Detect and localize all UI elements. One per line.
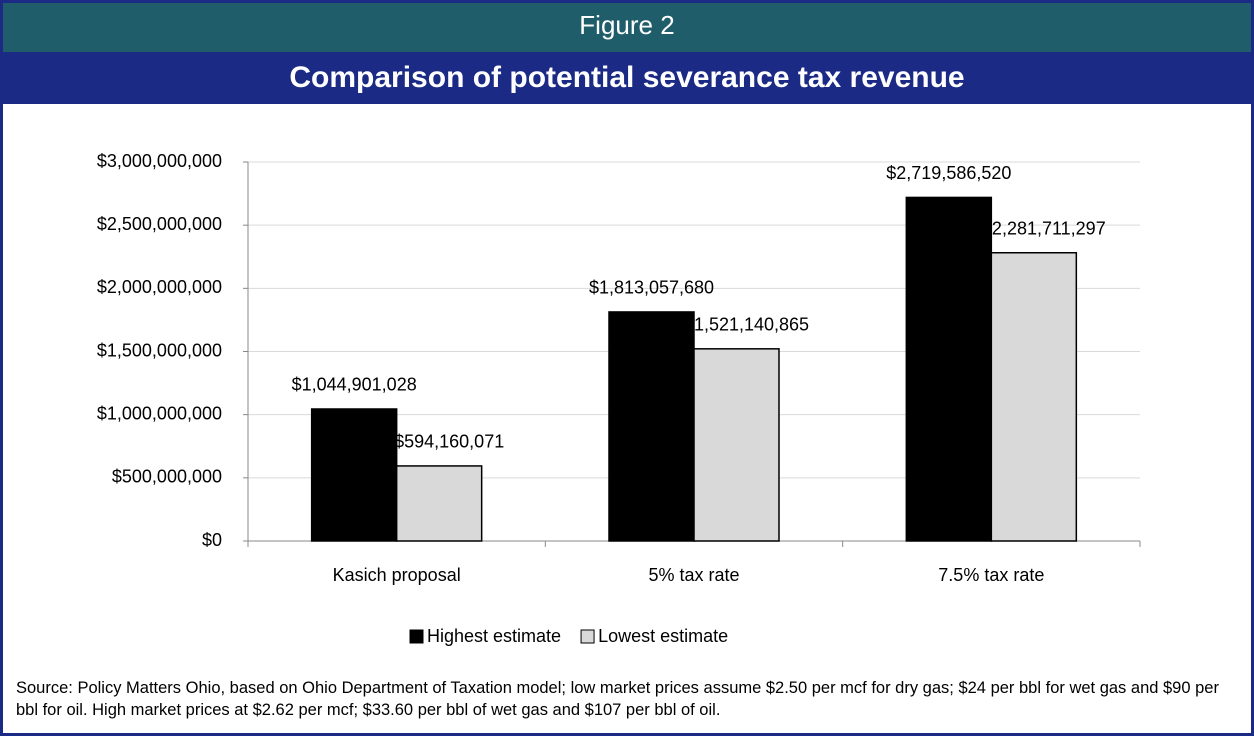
y-tick-label: $2,500,000,000 [97,214,222,234]
value-label: $2,719,586,520 [886,163,1011,183]
source-note: Source: Policy Matters Ohio, based on Oh… [16,679,1219,719]
y-tick-label: $2,000,000,000 [97,277,222,297]
y-tick-label: $500,000,000 [112,467,222,487]
bar [395,465,483,542]
bar [905,196,993,542]
legend-swatch [580,629,595,644]
legend-swatch [409,629,424,644]
figure-label: Figure 2 [579,10,674,40]
figure-band [0,0,1254,52]
value-label: $1,044,901,028 [292,375,417,395]
legend-label: Highest estimate [427,626,561,646]
value-label: $1,813,057,680 [589,278,714,298]
bar [310,408,398,542]
bar [608,311,695,542]
value-label: $1,521,140,865 [684,315,809,335]
x-tick-label: Kasich proposal [333,565,461,585]
value-label: $594,160,071 [394,432,504,452]
legend-label: Lowest estimate [598,626,728,646]
y-tick-label: $3,000,000,000 [97,151,222,171]
bar [990,251,1078,542]
title-band [0,52,1254,104]
value-label: $2,281,711,297 [982,218,1106,238]
x-tick-label: 7.5% tax rate [938,565,1044,585]
y-tick-label: $1,500,000,000 [97,340,222,360]
chart-title: Comparison of potential severance tax re… [289,61,964,94]
y-tick-label: $0 [202,530,222,550]
x-tick-label: 5% tax rate [648,565,739,585]
bar [693,348,780,542]
y-tick-label: $1,000,000,000 [97,403,222,423]
